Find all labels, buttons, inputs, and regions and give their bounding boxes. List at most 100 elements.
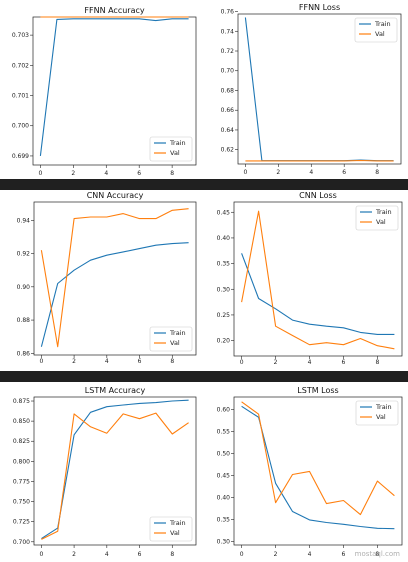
y-tick-label: 0.701 xyxy=(12,93,29,100)
ffnn-loss-chart: FFNN Loss 0.62 0.64 0.66 0.68 0.70 0.72 0.74 0.7… xyxy=(221,3,402,176)
legend-label-train: Train xyxy=(169,519,186,527)
x-tick-label: 2 xyxy=(276,169,280,176)
y-tick-label: 0.66 xyxy=(221,107,235,114)
y-tick-label: 0.30 xyxy=(217,286,231,293)
x-tick-label: 0 xyxy=(39,551,43,558)
x-tick-label: 8 xyxy=(375,359,379,366)
x-tick-label: 6 xyxy=(138,551,142,558)
series-line-train xyxy=(241,405,395,530)
x-tick-label: 8 xyxy=(170,551,174,558)
chart-title: LSTM Loss xyxy=(297,386,338,395)
x-tick-label: 0 xyxy=(243,169,247,176)
legend-label-val: Val xyxy=(376,218,386,226)
y-tick-label: 0.702 xyxy=(12,62,29,69)
watermark: mostaql.com xyxy=(354,550,400,558)
y-tick-label: 0.750 xyxy=(13,499,30,506)
separator-band-top xyxy=(0,179,408,190)
y-tick-label: 0.92 xyxy=(17,251,31,258)
y-tick-label: 0.74 xyxy=(221,28,235,35)
chart-title: FFNN Loss xyxy=(299,3,340,12)
legend-label-train: Train xyxy=(375,208,392,216)
x-tick-label: 6 xyxy=(342,551,346,558)
y-tick-label: 0.55 xyxy=(217,428,231,435)
legend-label-val: Val xyxy=(170,339,180,347)
x-tick-label: 2 xyxy=(274,359,278,366)
legend-label-val: Val xyxy=(170,529,180,537)
series-line-train xyxy=(39,18,189,156)
y-tick-label: 0.875 xyxy=(13,398,30,405)
chart-title: CNN Loss xyxy=(299,191,337,200)
series-line-val xyxy=(40,208,189,348)
x-tick-label: 0 xyxy=(38,170,42,177)
x-tick-label: 0 xyxy=(39,358,43,365)
y-tick-label: 0.70 xyxy=(221,68,235,75)
x-tick-label: 2 xyxy=(72,551,76,558)
x-tick-label: 2 xyxy=(71,170,75,177)
cnn-accuracy-chart: CNN Accuracy 0.86 0.88 0.90 0.92 0.94 0 2 4 6 8 Tra… xyxy=(17,191,197,365)
y-tick-label: 0.20 xyxy=(217,338,231,345)
x-tick-label: 2 xyxy=(274,551,278,558)
y-tick-label: 0.725 xyxy=(13,519,30,526)
x-tick-label: 4 xyxy=(105,551,109,558)
legend-label-val: Val xyxy=(170,149,180,157)
y-tick-label: 0.800 xyxy=(13,458,30,465)
x-tick-label: 6 xyxy=(137,170,141,177)
x-tick-label: 6 xyxy=(342,359,346,366)
series-line-val xyxy=(241,210,395,350)
legend-label-val: Val xyxy=(376,413,386,421)
y-tick-label: 0.60 xyxy=(217,406,231,413)
x-tick-label: 6 xyxy=(138,358,142,365)
y-tick-label: 0.700 xyxy=(13,539,30,546)
y-tick-label: 0.40 xyxy=(217,494,231,501)
x-tick-label: 0 xyxy=(240,359,244,366)
y-tick-label: 0.76 xyxy=(221,9,235,16)
legend-label-train: Train xyxy=(375,403,392,411)
series-line-val xyxy=(241,401,395,516)
legend-label-train: Train xyxy=(169,139,186,147)
separator-band-bottom xyxy=(0,371,408,382)
y-tick-label: 0.703 xyxy=(12,32,29,39)
legend-label-train: Train xyxy=(374,20,391,28)
y-tick-label: 0.88 xyxy=(17,317,31,324)
chart-title: CNN Accuracy xyxy=(87,191,144,200)
series-line-val xyxy=(41,412,189,540)
y-tick-label: 0.35 xyxy=(217,516,231,523)
y-tick-label: 0.72 xyxy=(221,48,235,55)
series-line-train xyxy=(41,399,189,540)
y-tick-label: 0.45 xyxy=(217,472,231,479)
chart-title: FFNN Accuracy xyxy=(84,6,145,15)
series-line-train xyxy=(40,242,189,347)
y-tick-label: 0.25 xyxy=(217,312,231,319)
x-tick-label: 4 xyxy=(104,170,108,177)
y-tick-label: 0.62 xyxy=(221,147,235,154)
y-tick-label: 0.64 xyxy=(221,127,235,134)
x-tick-label: 4 xyxy=(105,358,109,365)
x-tick-label: 6 xyxy=(342,169,346,176)
x-tick-label: 8 xyxy=(375,169,379,176)
x-tick-label: 4 xyxy=(309,169,313,176)
x-tick-label: 8 xyxy=(170,358,174,365)
lstm-loss-chart: LSTM Loss 0.30 0.35 0.40 0.45 0.50 0.55 0.60 0 2 4… xyxy=(217,386,403,558)
x-tick-label: 8 xyxy=(170,170,174,177)
y-tick-label: 0.825 xyxy=(13,438,30,445)
y-tick-label: 0.50 xyxy=(217,450,231,457)
y-tick-label: 0.45 xyxy=(217,209,231,216)
x-tick-label: 8 xyxy=(375,551,379,558)
y-tick-label: 0.30 xyxy=(217,538,231,545)
legend-label-val: Val xyxy=(375,30,385,38)
y-tick-label: 0.850 xyxy=(13,418,30,425)
y-tick-label: 0.35 xyxy=(217,261,231,268)
x-tick-label: 2 xyxy=(72,358,76,365)
y-tick-label: 0.700 xyxy=(12,123,29,130)
x-tick-label: 0 xyxy=(240,551,244,558)
cnn-loss-chart: CNN Loss 0.20 0.25 0.30 0.35 0.40 0.45 0 2 4 6 8 Tra… xyxy=(217,191,403,366)
y-tick-label: 0.86 xyxy=(17,350,31,357)
y-tick-label: 0.40 xyxy=(217,235,231,242)
chart-title: LSTM Accuracy xyxy=(85,386,146,395)
lstm-accuracy-chart: LSTM Accuracy 0.700 0.725 0.750 0.775 0.800 0.… xyxy=(13,386,197,558)
x-tick-label: 4 xyxy=(308,359,312,366)
y-tick-label: 0.775 xyxy=(13,478,30,485)
y-tick-label: 0.68 xyxy=(221,87,235,94)
y-tick-label: 0.94 xyxy=(17,217,31,224)
